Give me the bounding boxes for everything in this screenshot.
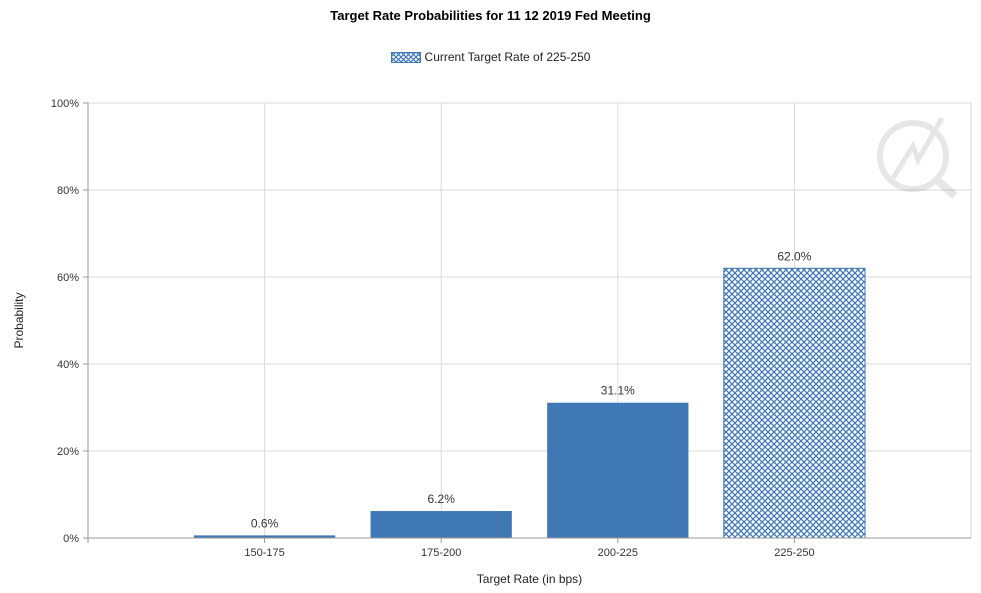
- bar-200-225: [547, 402, 689, 538]
- x-tick-label: 150-175: [244, 547, 284, 559]
- chart-title: Target Rate Probabilities for 11 12 2019…: [330, 8, 651, 23]
- x-tick-label: 175-200: [421, 547, 461, 559]
- legend: Current Target Rate of 225-250: [0, 50, 981, 64]
- bar-value-label: 6.2%: [428, 492, 456, 506]
- y-axis-title: Probability: [12, 292, 26, 348]
- bar-value-label: 31.1%: [601, 384, 635, 398]
- bar-value-label: 62.0%: [777, 249, 811, 263]
- x-tick-label: 200-225: [598, 547, 638, 559]
- y-tick-label: 40%: [57, 359, 79, 371]
- bar-value-label: 0.6%: [251, 516, 279, 530]
- bar-175-200: [370, 511, 512, 538]
- bar-225-250: [723, 267, 866, 539]
- y-tick-label: 60%: [57, 272, 79, 284]
- y-tick-label: 0%: [63, 533, 79, 545]
- y-tick-label: 20%: [57, 446, 79, 458]
- x-axis-title: Target Rate (in bps): [477, 572, 582, 586]
- legend-swatch: [390, 51, 421, 63]
- bar-150-175: [193, 535, 336, 538]
- x-tick-label: 225-250: [774, 547, 814, 559]
- y-tick-label: 100%: [51, 98, 79, 110]
- legend-label: Current Target Rate of 225-250: [424, 50, 591, 64]
- y-tick-label: 80%: [57, 185, 79, 197]
- quikstrike-logo-icon: [877, 116, 958, 199]
